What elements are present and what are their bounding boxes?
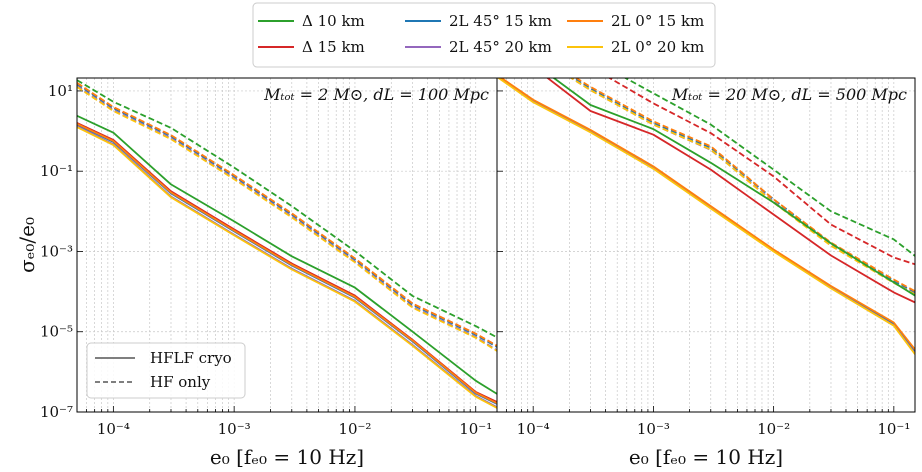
series-group <box>497 78 915 355</box>
panel-1: 10¹ 10⁻¹ 10⁻³ 10⁻⁵ 10⁻⁷ 10⁻⁴ 10⁻³ 10⁻² 10⁻¹ Mₜₒₜ … <box>40 77 498 469</box>
series-line-l0_15-solid <box>499 78 915 350</box>
axes-frame <box>496 77 916 413</box>
series-line-l0_15-dashed <box>574 78 915 292</box>
series-line-l0_15-solid <box>77 122 497 405</box>
x-tick-label: 10⁻⁴ <box>97 420 130 438</box>
x-tick-label: 10⁻² <box>757 420 790 438</box>
x-axis-label: e₀ [fₑ₀ = 10 Hz] <box>629 445 783 469</box>
y-tick-label: 10⁻³ <box>40 242 73 260</box>
x-tick-label: 10⁻³ <box>218 420 251 438</box>
series-line-d15-solid <box>546 78 915 304</box>
legend-box <box>252 2 716 68</box>
y-tick-label: 10⁻⁷ <box>40 403 73 421</box>
series-line-d10-solid <box>77 114 497 395</box>
series-line-l0_20-dashed <box>77 86 497 352</box>
series-line-l45_20-solid <box>497 78 915 354</box>
x-tick-label: 10⁻³ <box>637 420 670 438</box>
legend-label-l45_15: 2L 45° 15 km <box>449 12 552 30</box>
x-tick-label: 10⁻² <box>338 420 371 438</box>
series-group <box>77 79 497 409</box>
panel-annotation: Mₜₒₜ = 2 M⊙, dL = 100 Mpc <box>263 85 489 104</box>
y-tick-label: 10⁻¹ <box>40 162 73 180</box>
series-line-d10-dashed <box>623 78 915 257</box>
legend-box <box>86 342 246 399</box>
legend-label-l0_20: 2L 0° 20 km <box>611 38 704 56</box>
x-tick-label: 10⁻⁴ <box>517 420 550 438</box>
series-line-l0_15-dashed <box>77 82 497 347</box>
detector-legend: Δ 10 km Δ 15 km 2L 45° 15 km 2L 45° 20 km 2L… <box>252 2 716 68</box>
y-axis-label: σₑ₀/e₀ <box>15 217 39 273</box>
x-tick-label: 10⁻¹ <box>459 420 492 438</box>
panel-2: 10⁻⁴ 10⁻³ 10⁻² 10⁻¹ Mₜₒₜ = 20 M⊙, dL = 500 M… <box>496 77 916 469</box>
x-axis-label: e₀ [fₑ₀ = 10 Hz] <box>210 445 364 469</box>
series-line-l0_20-dashed <box>569 78 915 296</box>
legend-label: HFLF cryo <box>150 349 232 367</box>
series-line-l45_15-dashed <box>572 78 915 294</box>
series-line-d10-solid <box>552 78 915 297</box>
series-line-l45_15-dashed <box>77 83 497 348</box>
series-line-l45_20-dashed <box>77 85 497 351</box>
legend-label-d10: Δ 10 km <box>302 12 365 30</box>
legend-label-l45_20: 2L 45° 20 km <box>449 38 552 56</box>
series-line-l0_20-solid <box>497 78 915 355</box>
y-tick-label: 10¹ <box>48 82 73 100</box>
y-tick-label: 10⁻⁵ <box>40 323 73 341</box>
legend-label-l0_15: 2L 0° 15 km <box>611 12 704 30</box>
series-line-d15-dashed <box>607 78 915 266</box>
legend-label-d15: Δ 15 km <box>302 38 365 56</box>
legend-label: HF only <box>150 373 211 391</box>
x-tick-label: 10⁻¹ <box>877 420 910 438</box>
series-line-d10-dashed <box>77 79 497 339</box>
panel-annotation: Mₜₒₜ = 20 M⊙, dL = 500 Mpc <box>671 85 907 104</box>
linestyle-legend: HFLF cryo HF only <box>86 342 246 399</box>
series-line-l0_20-solid <box>77 126 497 409</box>
